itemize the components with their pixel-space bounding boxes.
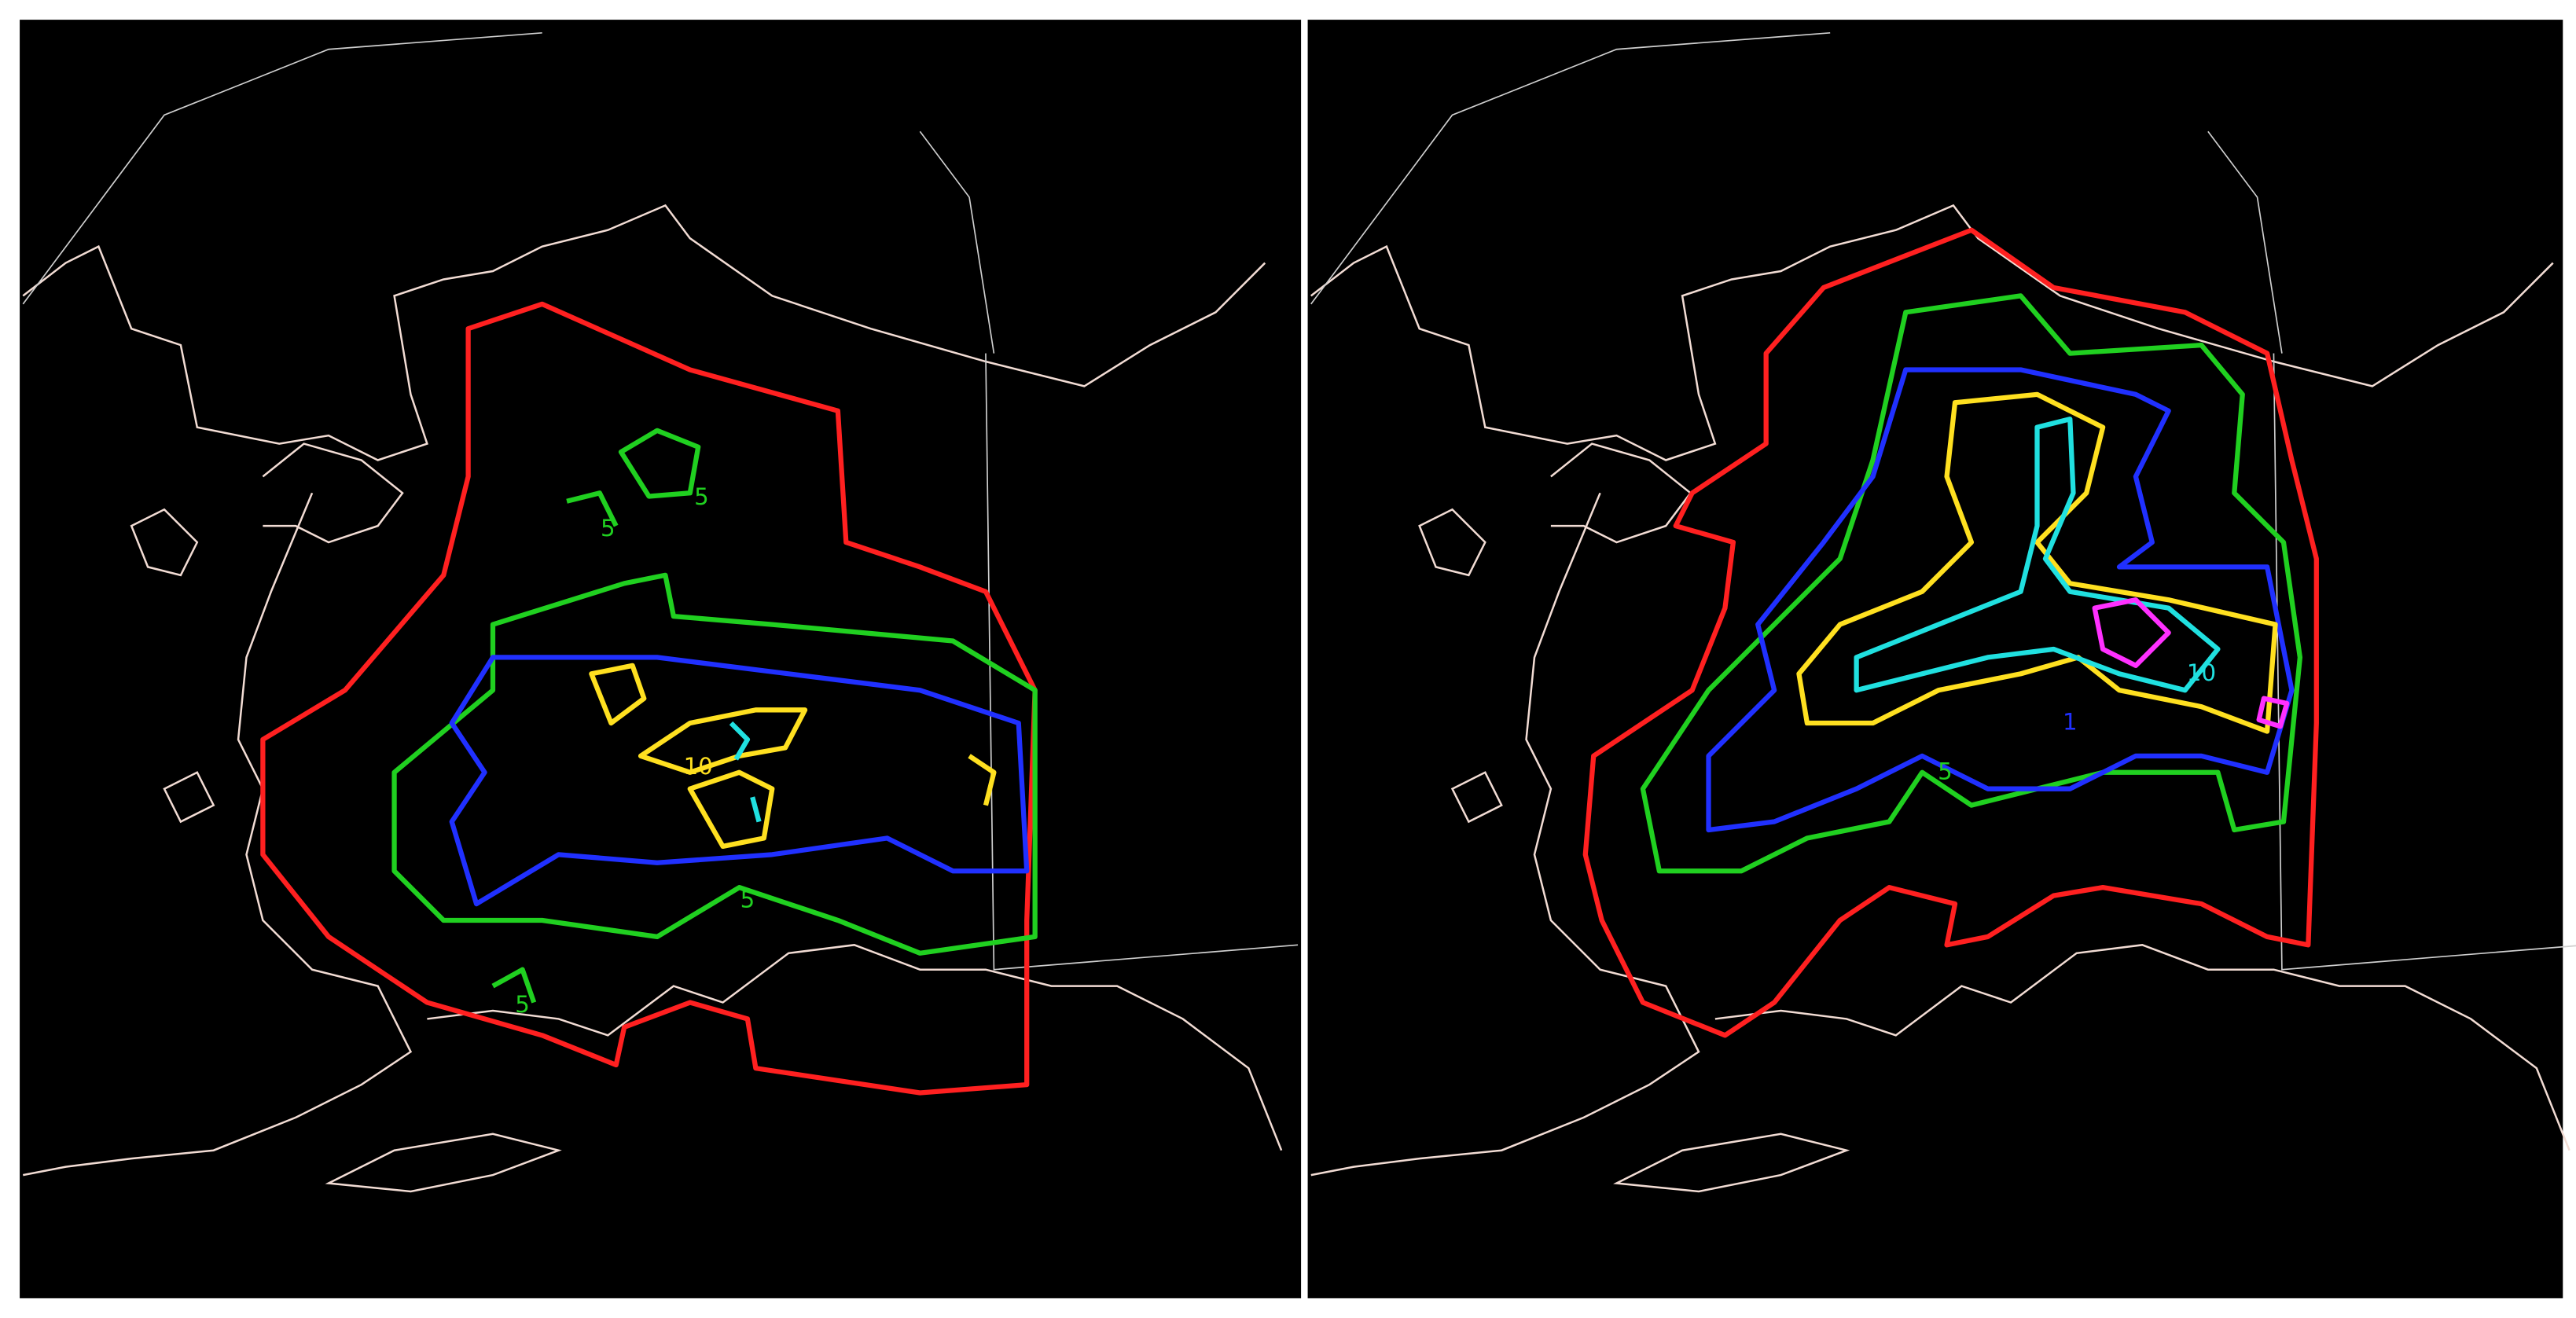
panel-background	[1307, 20, 2563, 1298]
contour-label: 10	[684, 753, 713, 780]
contour	[729, 721, 762, 823]
contour	[1854, 417, 2221, 693]
contour-label: 5	[1938, 758, 1953, 784]
contour-label: 5	[694, 483, 709, 510]
contour-label: 5	[740, 886, 755, 912]
contour	[391, 572, 1038, 956]
contour	[566, 490, 619, 527]
contour	[968, 754, 997, 806]
contour	[687, 769, 775, 850]
contour-label: 10	[2187, 659, 2216, 686]
contour	[2256, 696, 2290, 729]
contour	[1582, 227, 2319, 1038]
contour-label: 5	[515, 991, 530, 1018]
contour	[2092, 597, 2171, 669]
map-panel: 5 5 5 5 10	[20, 20, 1302, 1298]
panel-divider	[1301, 20, 1308, 1298]
contour	[1706, 367, 2295, 833]
contour-label: 1	[2063, 709, 2078, 736]
map-panel: 5 10 1	[1307, 20, 2576, 1298]
contour-label: 5	[601, 515, 616, 542]
contour	[589, 663, 647, 726]
contour	[638, 707, 808, 775]
contour	[491, 967, 537, 1004]
contour	[260, 301, 1038, 1096]
contour	[618, 428, 701, 499]
border-line	[22, 31, 1299, 971]
border-line	[1310, 31, 2576, 971]
coastline	[22, 204, 1283, 1193]
contour	[449, 655, 1030, 907]
